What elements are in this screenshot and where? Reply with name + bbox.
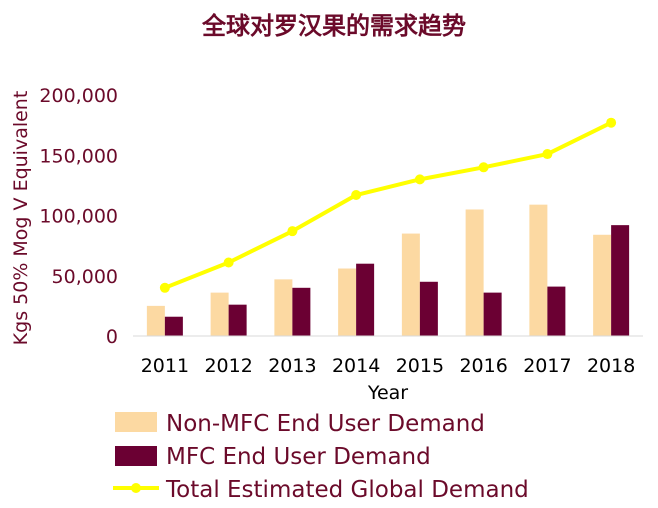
bar-non-mfc bbox=[401, 233, 420, 336]
bar-non-mfc bbox=[338, 268, 357, 336]
x-tick-label: 2011 bbox=[141, 355, 189, 377]
line-point-total bbox=[606, 117, 617, 128]
line-point-total bbox=[287, 226, 298, 237]
bars bbox=[146, 204, 630, 336]
x-tick-label: 2016 bbox=[459, 355, 507, 377]
y-axis-label: Kgs 50% Mog V Equivalent bbox=[10, 91, 32, 346]
line-point-total bbox=[351, 190, 362, 201]
line-point-total bbox=[414, 174, 425, 185]
x-tick-label: 2015 bbox=[396, 355, 444, 377]
bar-non-mfc bbox=[210, 292, 229, 336]
bar-mfc bbox=[483, 292, 502, 336]
legend-swatch-mfc bbox=[115, 446, 157, 466]
x-tick-label: 2013 bbox=[268, 355, 316, 377]
bar-mfc bbox=[547, 286, 566, 336]
line-point-total bbox=[159, 282, 170, 293]
legend-item-non-mfc: Non-MFC End User Demand bbox=[115, 411, 485, 437]
bar-non-mfc bbox=[274, 279, 293, 336]
x-axis-ticks: 2011 2012 2013 2014 2015 2016 2017 2018 bbox=[141, 355, 636, 377]
bar-mfc bbox=[611, 225, 630, 336]
legend: Non-MFC End User Demand MFC End User Dem… bbox=[113, 411, 529, 503]
line-point-total bbox=[478, 162, 489, 173]
y-tick-label: 100,000 bbox=[39, 206, 118, 228]
legend-item-total: Total Estimated Global Demand bbox=[113, 477, 529, 503]
x-tick-label: 2018 bbox=[587, 355, 635, 377]
line-point-total bbox=[223, 257, 234, 268]
x-tick-label: 2014 bbox=[332, 355, 380, 377]
y-tick-label: 150,000 bbox=[39, 145, 118, 167]
legend-swatch-non-mfc bbox=[115, 412, 157, 432]
x-tick-label: 2017 bbox=[523, 355, 571, 377]
bar-mfc bbox=[164, 316, 183, 336]
line-point-total bbox=[542, 149, 553, 160]
bar-mfc bbox=[419, 281, 438, 336]
legend-item-mfc: MFC End User Demand bbox=[115, 444, 431, 470]
bar-mfc bbox=[356, 263, 375, 336]
legend-label-mfc: MFC End User Demand bbox=[166, 444, 431, 470]
y-tick-label: 200,000 bbox=[39, 85, 118, 107]
bar-non-mfc bbox=[146, 305, 165, 336]
x-axis-label: Year bbox=[367, 382, 408, 404]
line-total-demand bbox=[164, 120, 613, 290]
bar-non-mfc bbox=[593, 234, 612, 336]
bar-non-mfc bbox=[529, 204, 548, 336]
legend-label-non-mfc: Non-MFC End User Demand bbox=[166, 411, 485, 437]
bar-mfc bbox=[228, 304, 247, 336]
y-tick-label: 50,000 bbox=[52, 266, 118, 288]
legend-label-total: Total Estimated Global Demand bbox=[165, 477, 529, 503]
legend-swatch-total-marker bbox=[131, 483, 141, 493]
x-tick-label: 2012 bbox=[204, 355, 252, 377]
y-tick-label: 0 bbox=[106, 326, 118, 348]
y-axis-ticks: 0 50,000 100,000 150,000 200,000 bbox=[39, 85, 118, 348]
chart-title: 全球对罗汉果的需求趋势 bbox=[201, 12, 466, 40]
bar-non-mfc bbox=[465, 209, 484, 336]
bar-mfc bbox=[292, 287, 311, 336]
line-series bbox=[159, 117, 617, 293]
